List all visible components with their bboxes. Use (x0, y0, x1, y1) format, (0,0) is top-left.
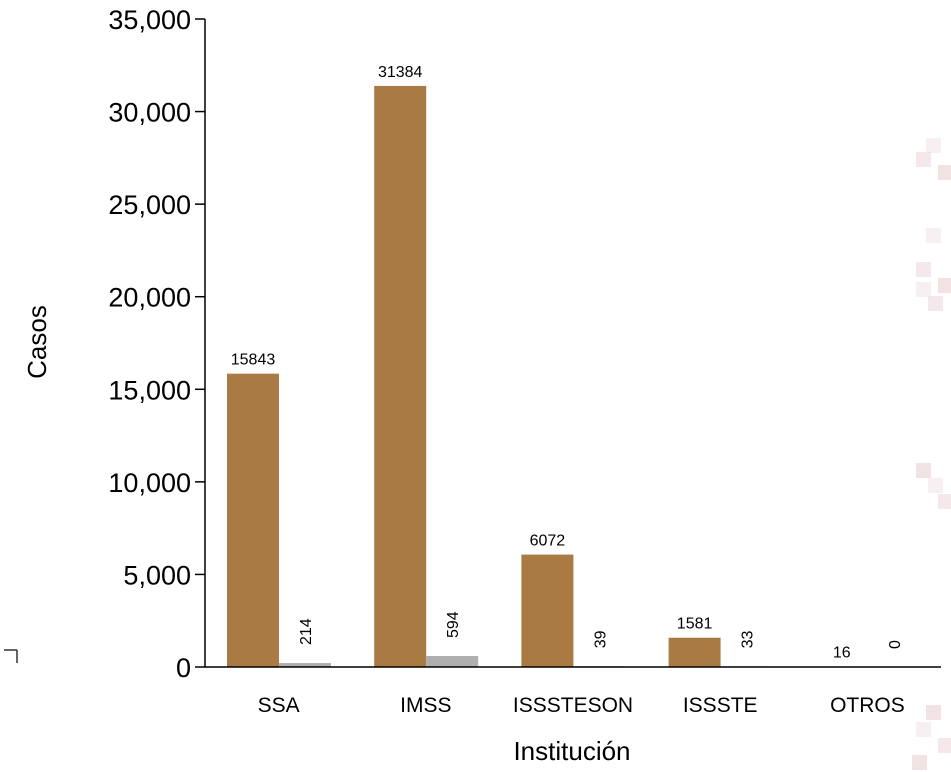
bar-ssa-series-1 (227, 373, 279, 667)
decor-square (926, 705, 941, 720)
x-axis-title: Institución (513, 736, 630, 766)
data-labels: 15843 214 31384 594 6072 39 1581 33 16 0 (231, 64, 904, 662)
decor-square (916, 262, 931, 277)
decor-square (928, 296, 943, 311)
data-label: 6072 (530, 533, 566, 550)
data-label-rotated: 214 (298, 618, 315, 645)
x-tick-label: IMSS (400, 694, 451, 717)
bar-issste-series-1 (668, 637, 721, 667)
y-axis: 0 5,000 10,000 15,000 20,000 25,000 30,000 35,0… (108, 5, 206, 683)
data-label-rotated: 594 (445, 611, 462, 638)
bar-imss-series-1 (374, 85, 427, 668)
decor-square (938, 494, 951, 509)
data-label: 31384 (378, 64, 423, 81)
data-label: 16 (833, 645, 851, 662)
y-tick-label: 5,000 (123, 560, 191, 590)
y-tick-label: 30,000 (108, 98, 191, 128)
y-axis-title: Casos (22, 305, 52, 379)
x-tick-label: OTROS (830, 694, 905, 717)
y-tick-label: 35,000 (108, 5, 191, 35)
x-axis: SSA IMSS ISSSTESON ISSSTE OTROS (205, 666, 941, 717)
decor-square (916, 282, 931, 297)
data-label-rotated: 39 (592, 630, 609, 648)
x-tick-label: ISSSTESON (513, 694, 633, 717)
data-label: 15843 (231, 352, 276, 369)
y-tick-label: 10,000 (108, 468, 191, 498)
decor-square (938, 165, 951, 180)
data-label-rotated: 0 (887, 640, 904, 649)
x-tick-label: SSA (258, 694, 300, 717)
bar-imss-series-2 (426, 656, 479, 667)
decor-square (912, 755, 927, 770)
x-tick-label: ISSSTE (683, 694, 758, 717)
decor-square (926, 228, 941, 243)
decor-square (938, 738, 951, 753)
decor-square (916, 152, 931, 167)
background-decoration (912, 138, 951, 770)
data-label-rotated: 33 (740, 630, 757, 648)
decor-square (938, 278, 951, 293)
decor-square (926, 138, 941, 153)
bar-ssa-series-2 (279, 663, 331, 667)
bars (227, 85, 868, 668)
y-tick-label: 15,000 (108, 375, 191, 405)
y-tick-label: 0 (176, 653, 191, 683)
decor-square (916, 722, 931, 737)
y-tick-label: 20,000 (108, 283, 191, 313)
y-tick-label: 25,000 (108, 190, 191, 220)
data-label: 1581 (677, 616, 713, 633)
decor-square (928, 478, 943, 493)
bar-isssteson-series-1 (521, 554, 574, 667)
decor-square (916, 463, 931, 478)
